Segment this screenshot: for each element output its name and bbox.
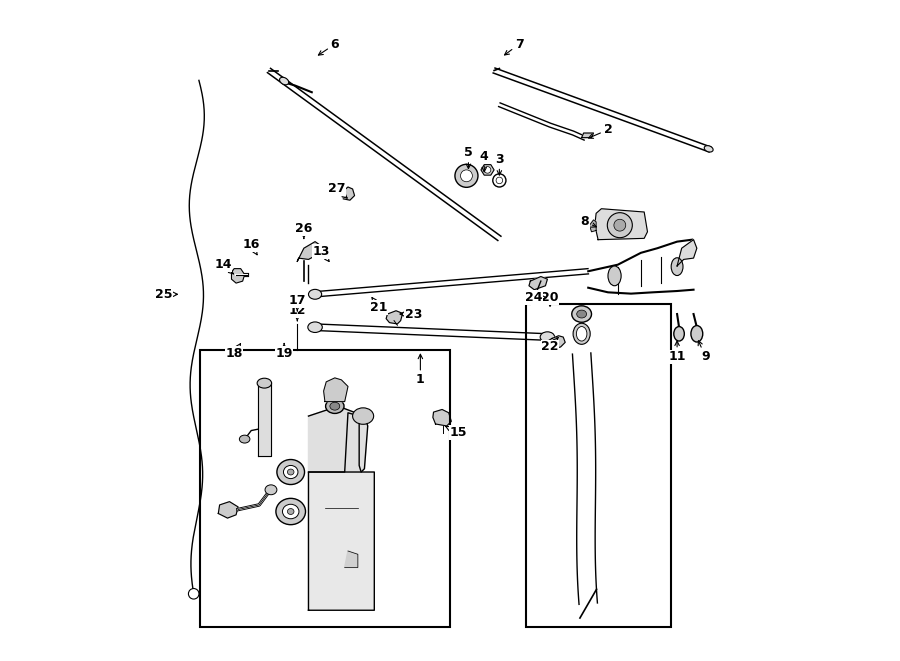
- Text: 3: 3: [495, 153, 504, 175]
- Text: 17: 17: [289, 294, 306, 311]
- Polygon shape: [257, 383, 271, 455]
- Polygon shape: [309, 412, 374, 610]
- Ellipse shape: [276, 498, 305, 525]
- Text: 25: 25: [155, 288, 177, 301]
- Ellipse shape: [572, 306, 591, 323]
- Text: 27: 27: [328, 182, 347, 198]
- Polygon shape: [386, 311, 402, 324]
- Ellipse shape: [691, 326, 703, 342]
- Polygon shape: [590, 220, 596, 232]
- Ellipse shape: [257, 378, 272, 388]
- Ellipse shape: [484, 167, 491, 173]
- Text: 7: 7: [505, 38, 524, 55]
- Polygon shape: [219, 502, 238, 518]
- Ellipse shape: [330, 403, 339, 410]
- Text: 6: 6: [319, 38, 339, 55]
- Text: 12: 12: [289, 304, 306, 321]
- Ellipse shape: [608, 213, 633, 238]
- Polygon shape: [481, 165, 494, 175]
- Ellipse shape: [280, 77, 289, 85]
- Polygon shape: [529, 276, 547, 290]
- Text: 26: 26: [295, 222, 312, 239]
- Text: 4: 4: [480, 149, 489, 172]
- Ellipse shape: [573, 323, 590, 344]
- Ellipse shape: [284, 465, 298, 479]
- Ellipse shape: [461, 170, 472, 182]
- Ellipse shape: [287, 508, 294, 514]
- Polygon shape: [345, 551, 358, 567]
- Polygon shape: [581, 133, 593, 137]
- Bar: [200, 350, 450, 627]
- Text: 19: 19: [275, 344, 292, 360]
- Text: 10: 10: [532, 291, 550, 307]
- Text: 21: 21: [370, 297, 388, 314]
- Polygon shape: [595, 209, 647, 240]
- Ellipse shape: [704, 145, 713, 152]
- Ellipse shape: [353, 408, 374, 424]
- Polygon shape: [677, 240, 697, 266]
- Text: 1: 1: [416, 354, 425, 387]
- Ellipse shape: [287, 469, 294, 475]
- Ellipse shape: [576, 327, 587, 341]
- Polygon shape: [297, 242, 321, 261]
- Polygon shape: [341, 187, 355, 200]
- Text: 2: 2: [589, 123, 612, 138]
- Ellipse shape: [608, 266, 621, 286]
- Ellipse shape: [540, 332, 554, 342]
- Text: 20: 20: [541, 291, 559, 306]
- Ellipse shape: [283, 504, 299, 519]
- Text: 16: 16: [242, 239, 260, 255]
- Text: 11: 11: [669, 341, 686, 364]
- Ellipse shape: [265, 485, 277, 494]
- Text: 14: 14: [214, 258, 233, 274]
- Ellipse shape: [496, 177, 503, 184]
- Circle shape: [188, 588, 199, 599]
- Text: 23: 23: [400, 307, 422, 321]
- Text: 18: 18: [225, 344, 243, 360]
- Ellipse shape: [326, 399, 344, 413]
- Ellipse shape: [308, 322, 322, 332]
- Polygon shape: [572, 354, 598, 603]
- Ellipse shape: [614, 219, 626, 231]
- Polygon shape: [324, 378, 348, 402]
- Ellipse shape: [309, 290, 321, 299]
- Ellipse shape: [577, 310, 587, 318]
- Text: 15: 15: [446, 426, 466, 439]
- Text: 9: 9: [698, 341, 710, 364]
- Ellipse shape: [493, 174, 506, 187]
- Polygon shape: [433, 409, 451, 426]
- Ellipse shape: [239, 435, 250, 443]
- Ellipse shape: [671, 258, 683, 276]
- Ellipse shape: [454, 165, 478, 187]
- Text: 8: 8: [580, 215, 597, 229]
- Bar: [526, 304, 670, 627]
- Ellipse shape: [277, 459, 304, 485]
- Text: 13: 13: [313, 245, 330, 262]
- Polygon shape: [231, 268, 245, 283]
- Text: 5: 5: [464, 146, 473, 169]
- Polygon shape: [309, 407, 368, 472]
- Polygon shape: [549, 336, 565, 348]
- Text: 24: 24: [525, 291, 546, 304]
- Text: 22: 22: [541, 338, 559, 354]
- Ellipse shape: [674, 327, 684, 341]
